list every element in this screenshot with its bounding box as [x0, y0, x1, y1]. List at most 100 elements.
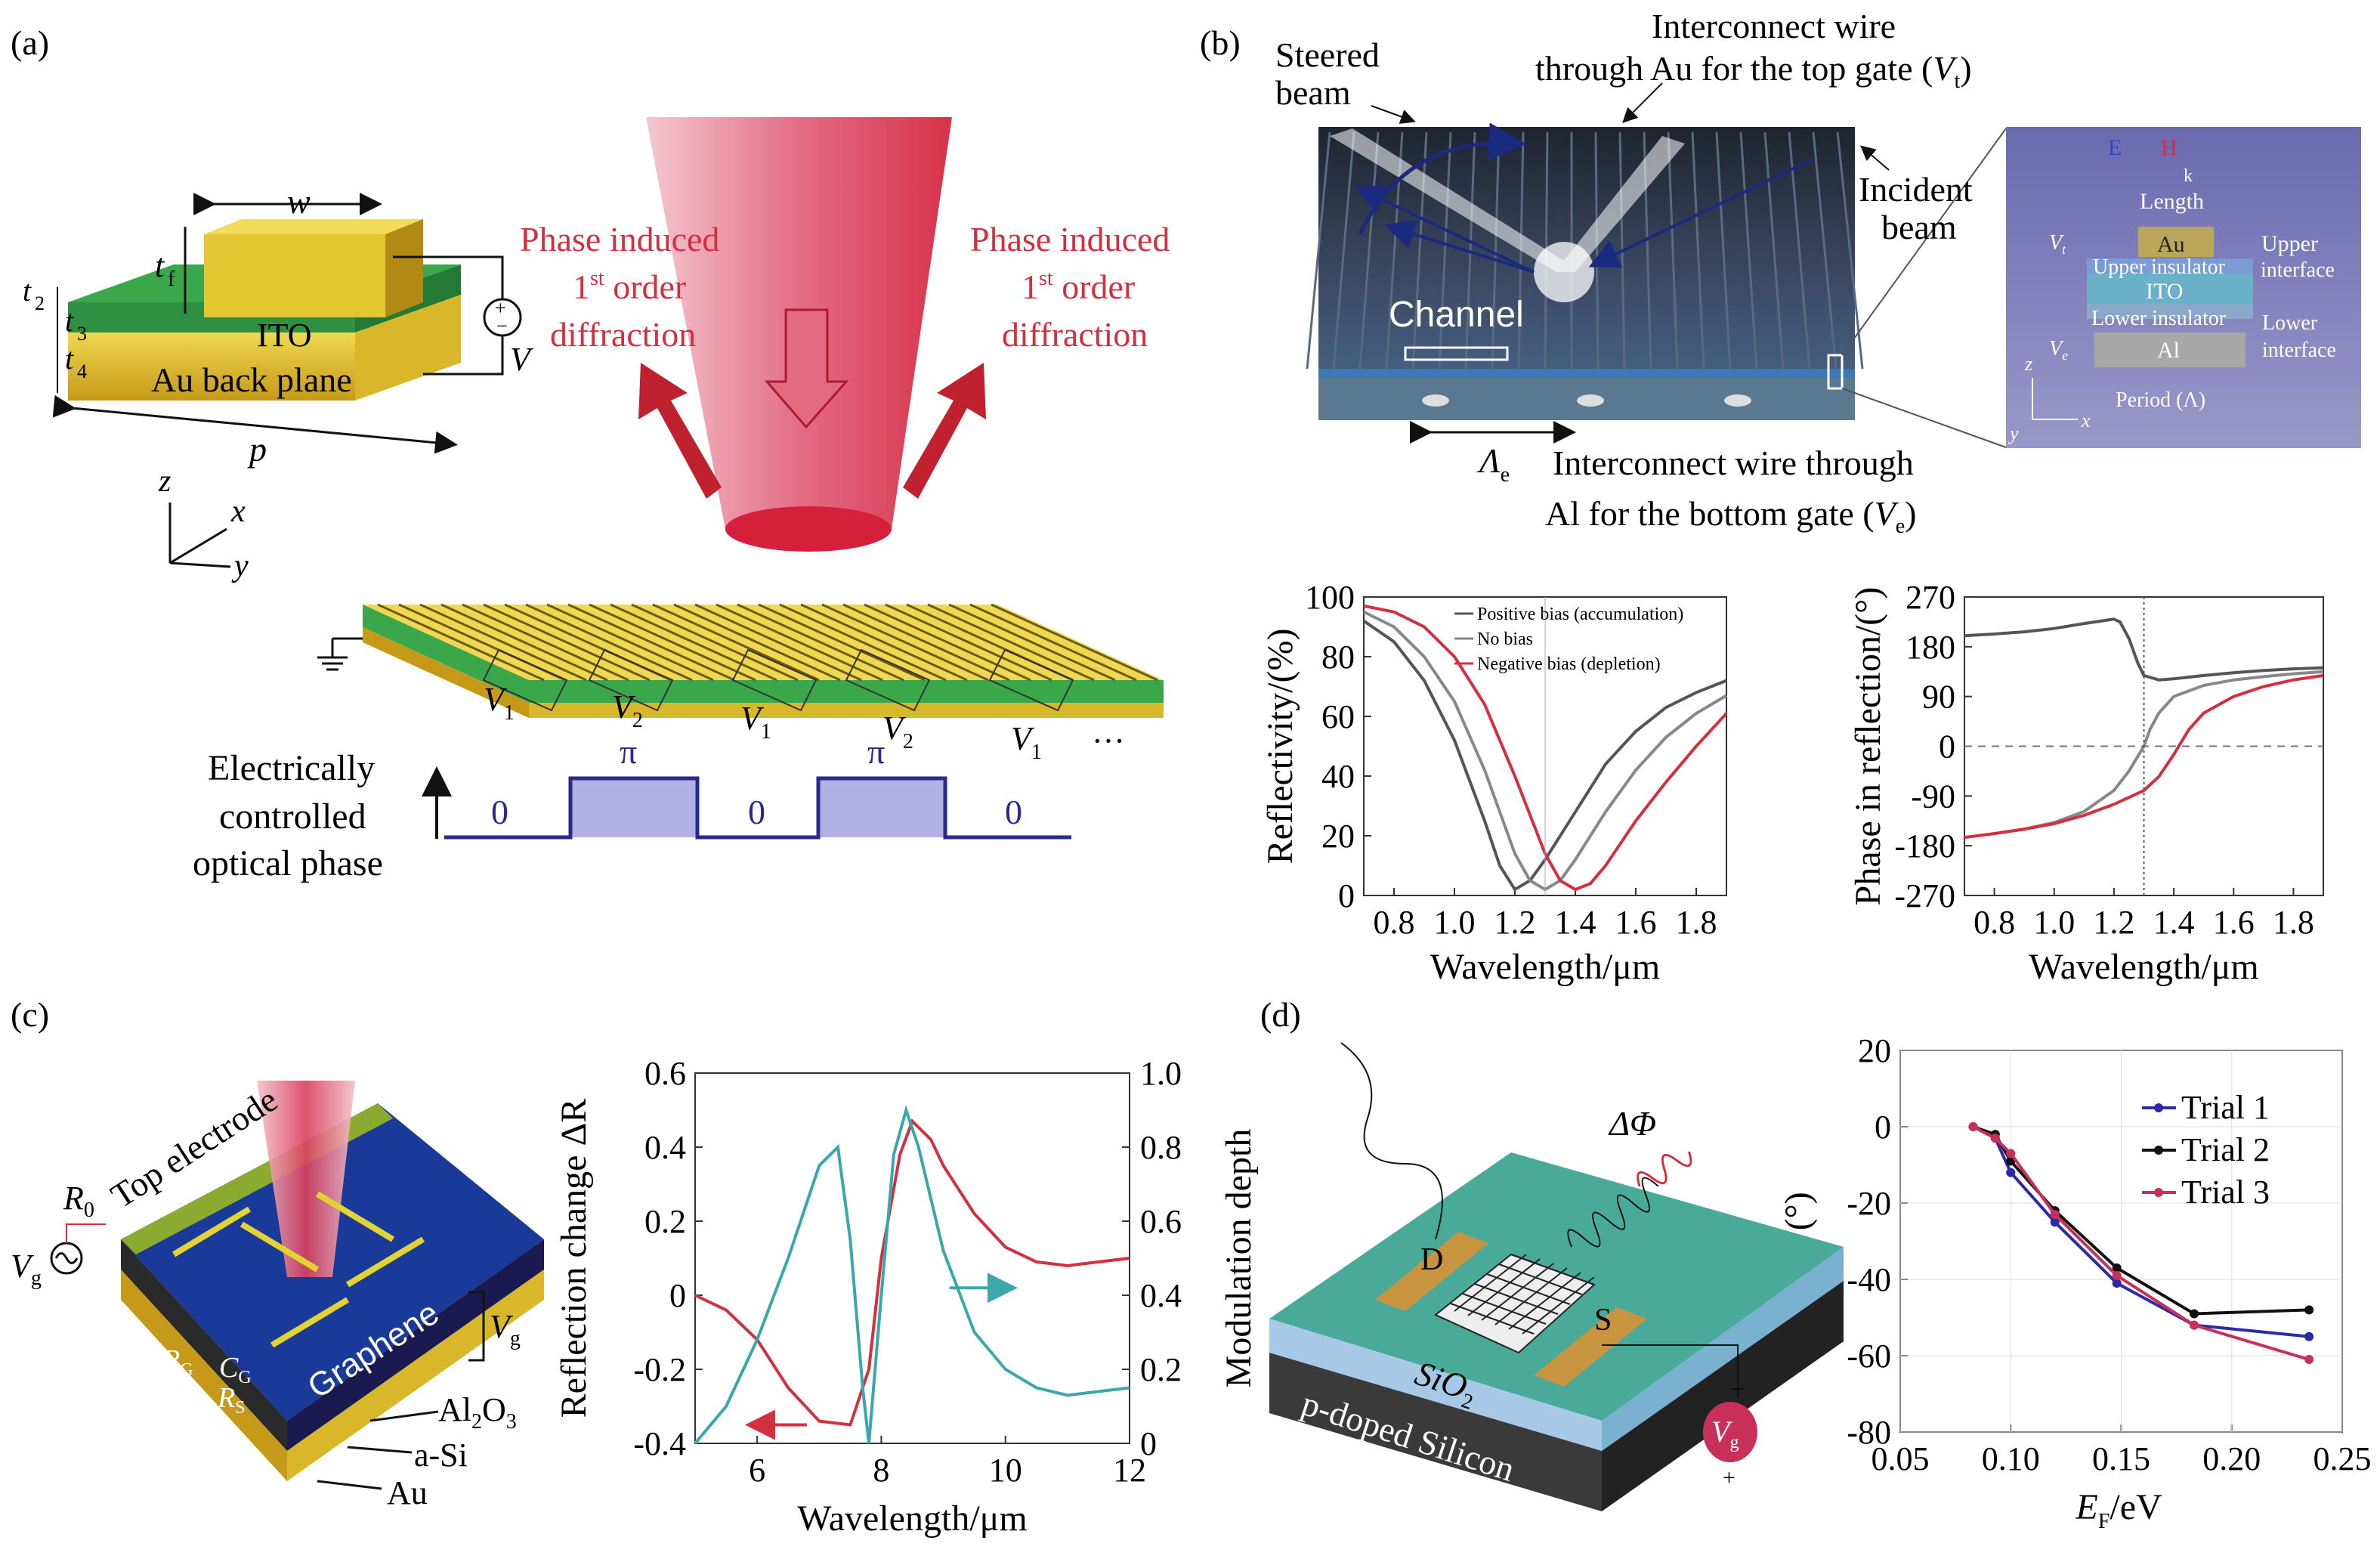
legend-entry: Trial 3 — [2181, 1174, 2270, 1211]
grating-stripe — [821, 603, 989, 682]
plot-frame — [694, 1072, 1130, 1444]
label-vg-left: Vg — [11, 1248, 42, 1290]
grating-stripe — [610, 603, 777, 682]
phase-value-2: π — [620, 732, 637, 771]
phase-label-left-line1: Phase induced — [520, 220, 719, 258]
data-point — [2304, 1305, 2314, 1315]
label-incident-2: beam — [1881, 208, 1957, 246]
voltage-label-2: V2 — [612, 688, 643, 732]
label-rs2: RS — [217, 1382, 246, 1418]
inset-lower: Lower — [2262, 311, 2318, 335]
panel-d-diagram: ΔΦ D S SiO2 p-doped Silicon Vg − + — [1269, 1042, 1844, 1511]
y-tick-label: 0 — [669, 1277, 686, 1314]
label-ce: CE — [76, 1282, 110, 1324]
photo-stripe — [1739, 131, 1758, 370]
chart-delta-phi: 0.05 0.10 0.15 0.20 0.25 20 0 -20 -40 -60 -80 EF/eV… — [1778, 1032, 2372, 1533]
y-tick-label: 20 — [1321, 818, 1355, 855]
voltage-label-5: V1 — [1011, 720, 1042, 764]
series-line-3 — [1363, 604, 1728, 892]
chart-phase: 0.8 1.0 1.2 1.4 1.6 1.8 270 180 90 0 -90 -180 -270 Wa… — [1848, 579, 2324, 987]
electrode-groups — [482, 648, 1074, 712]
inset-E: E — [2108, 135, 2122, 160]
x-tick-label: 10 — [989, 1452, 1022, 1489]
y-tick-label: 0.4 — [644, 1129, 686, 1166]
grating-stripe — [927, 603, 1095, 682]
ecop-line1: Electrically — [208, 748, 375, 788]
label-t4-sub: 4 — [77, 360, 87, 382]
x-axis-label: Wavelength/μm — [2029, 947, 2258, 987]
phase-label-left-order: 1st order — [573, 267, 686, 306]
y2-tick-label: 1.0 — [1140, 1055, 1182, 1092]
lattice-line — [1498, 1264, 1583, 1295]
legend-entry: Trial 1 — [2181, 1089, 2270, 1126]
grating-stripe — [631, 603, 799, 682]
y-tick-label: -60 — [1847, 1338, 1891, 1375]
phase-value-5: 0 — [1005, 793, 1022, 831]
label-lambda-e: Λe — [1476, 441, 1510, 487]
label-au: Au — [387, 1474, 428, 1511]
x-tick-label: 1.2 — [1494, 904, 1536, 941]
lattice-line — [1462, 1293, 1547, 1325]
data-point — [2112, 1279, 2122, 1288]
lattice-pattern — [1450, 1254, 1595, 1335]
label-t3: t — [65, 304, 74, 338]
photo-stripe — [1358, 131, 1380, 370]
y2-tick-label: 0.2 — [1140, 1351, 1182, 1388]
label-asi: a-Si — [414, 1437, 468, 1474]
label-interconnect-top-2: through Au for the top gate (Vt) — [1535, 49, 1972, 93]
light-burst — [1330, 128, 1685, 272]
data-point — [2050, 1217, 2060, 1227]
y-tick-label: 0 — [1875, 1109, 1891, 1146]
y-tick-label: 0 — [1939, 728, 1955, 766]
lattice-line — [1486, 1273, 1571, 1305]
grating-stripe — [842, 603, 1010, 682]
grating-stripe — [991, 603, 1158, 682]
photo-stripe — [1715, 131, 1732, 370]
photo-stripe — [1306, 131, 1331, 370]
grating-stripe — [652, 603, 820, 682]
y2-tick-label: 0.8 — [1140, 1129, 1182, 1166]
y-tick-label: 80 — [1321, 639, 1355, 676]
x-tick-label: 1.6 — [2213, 904, 2255, 941]
label-steered-1: Steered — [1275, 36, 1380, 74]
axis-x: x — [230, 494, 246, 529]
phase-block-1 — [570, 778, 697, 837]
x-tick-label: 0.10 — [1982, 1440, 2040, 1477]
grating-stripe — [483, 603, 651, 682]
label-incident-1: Incident — [1859, 170, 1973, 209]
inset-z: z — [2024, 353, 2032, 375]
label-dphi: ΔΦ — [1608, 1104, 1656, 1143]
label-minus: − — [1730, 1377, 1743, 1402]
panel-c-diagram: Top electrode R0 Vg CE RS RG CG RS Graph… — [11, 1080, 544, 1511]
y-tick-label: 0.6 — [644, 1055, 686, 1092]
label-v: V — [510, 341, 534, 378]
x-axis-label: EF/eV — [2076, 1487, 2163, 1533]
y-tick-label: 40 — [1321, 758, 1355, 795]
phase-label-right-order: 1st order — [1022, 267, 1135, 306]
panel-label-d: (d) — [1260, 995, 1301, 1034]
y-tick-label: -40 — [1847, 1261, 1891, 1298]
label-channel: Channel — [1389, 295, 1524, 335]
phase-value-4: π — [867, 732, 885, 771]
phase-label-right-line1: Phase induced — [970, 220, 1170, 258]
inset-lower-insulator: Lower insulator — [2091, 307, 2227, 330]
grating-stripe — [948, 603, 1116, 682]
inset-x: x — [2081, 410, 2091, 431]
label-ito: ITO — [257, 317, 312, 354]
grating-stripe — [377, 603, 545, 682]
photo-stripe — [1667, 131, 1679, 370]
series-line-3 — [1964, 673, 2324, 840]
x-axis-label: Wavelength/μm — [1430, 947, 1660, 987]
grating-stripe — [546, 603, 714, 682]
y-tick-label: 0.2 — [644, 1203, 686, 1240]
y-tick-label: -80 — [1847, 1414, 1891, 1451]
ellipsis: ··· — [1092, 722, 1125, 759]
data-point — [2112, 1263, 2122, 1273]
label-t2-sub: 2 — [35, 292, 45, 314]
label-d: D — [1420, 1242, 1443, 1277]
grating-stripe — [525, 603, 693, 682]
lattice-line — [1467, 1258, 1541, 1316]
y-tick-label: 0 — [1338, 877, 1355, 914]
grating-stripe — [864, 603, 1031, 682]
y-tick-label: 90 — [1922, 679, 1955, 716]
